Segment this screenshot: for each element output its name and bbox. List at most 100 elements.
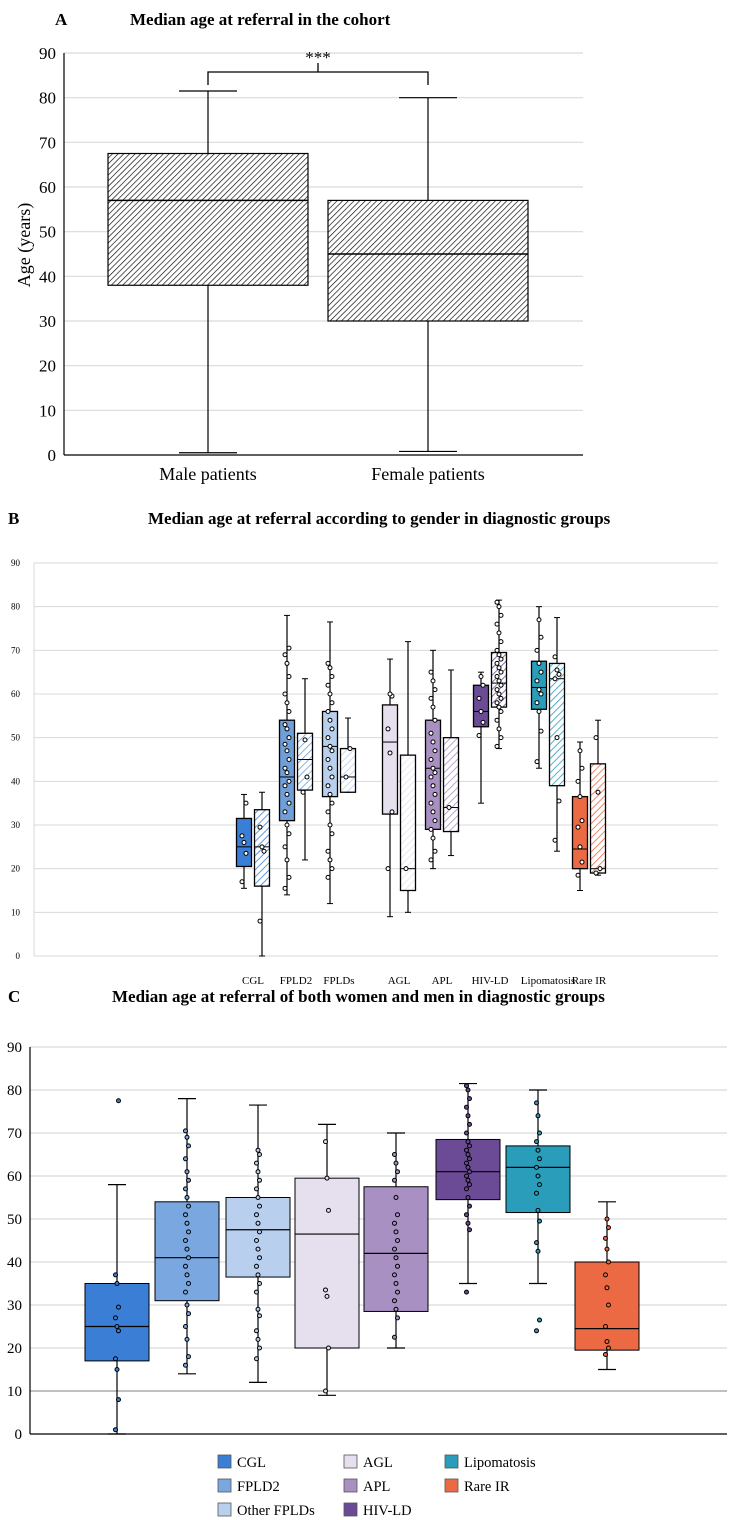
data-point (498, 669, 504, 675)
data-point (327, 743, 333, 749)
data-point (184, 1246, 190, 1252)
data-point (465, 1087, 471, 1093)
box-iqr (442, 737, 460, 833)
data-point (327, 717, 333, 723)
data-point (184, 1336, 190, 1342)
data-point (537, 1317, 542, 1323)
data-point (184, 1195, 190, 1200)
box-iqr (571, 795, 589, 870)
data-point (603, 1272, 608, 1278)
data-point (579, 818, 585, 824)
data-point (579, 765, 585, 771)
data-point (184, 1169, 190, 1175)
data-point (327, 765, 333, 771)
data-point (393, 1281, 399, 1286)
data-point (430, 783, 436, 789)
data-point (498, 656, 504, 662)
data-point (606, 1259, 611, 1265)
data-point (257, 1152, 262, 1157)
y-tick-label-80: 80 (39, 89, 56, 108)
y-tick-label-80: 80 (7, 1083, 22, 1099)
y-tick-label-60: 60 (39, 178, 56, 197)
data-point (257, 824, 263, 830)
data-point (552, 676, 558, 682)
data-point (284, 791, 290, 797)
data-point (552, 837, 558, 843)
y-tick-label-70: 70 (11, 645, 21, 655)
data-point (255, 1272, 261, 1278)
y-tick-label-60: 60 (11, 689, 21, 699)
y-tick-label-50: 50 (7, 1212, 22, 1228)
data-point (186, 1354, 191, 1360)
legend-swatch (444, 1454, 459, 1469)
significance-bracket (207, 63, 429, 85)
data-point (465, 1152, 471, 1157)
data-point (496, 691, 502, 697)
data-point (325, 735, 331, 741)
data-point (257, 1177, 262, 1183)
data-point (282, 652, 288, 658)
legend-label: FPLD2 (237, 1479, 280, 1495)
panel-c-title: Median age at referral of both women and… (112, 987, 605, 1006)
y-tick-label-10: 10 (11, 907, 21, 917)
data-point (428, 800, 434, 806)
data-point (304, 774, 310, 780)
data-point (603, 1235, 608, 1241)
box-pair-fpld2 (278, 614, 314, 896)
box-solid (424, 649, 442, 870)
data-point (326, 1345, 331, 1351)
data-point (387, 750, 393, 756)
legend-item-lipomatosis: Lipomatosis (444, 1454, 536, 1471)
legend-label: Rare IR (464, 1479, 510, 1495)
data-point (604, 1285, 610, 1291)
data-point (183, 1186, 188, 1192)
legend-label: CGL (237, 1455, 266, 1471)
y-tick-label-30: 30 (11, 820, 21, 830)
data-point (446, 805, 452, 811)
data-point (537, 1130, 542, 1136)
box-hatched (548, 617, 566, 852)
data-point (257, 1313, 262, 1319)
data-point (432, 748, 438, 754)
data-point (286, 831, 292, 837)
data-point (537, 1182, 542, 1188)
data-point (606, 1302, 611, 1308)
data-point (392, 1246, 397, 1252)
data-point (393, 1195, 399, 1200)
panel-c: C Median age at referral of both women a… (7, 987, 727, 1519)
data-point (496, 726, 502, 732)
data-point (284, 726, 290, 732)
box-pair-rare-ir (571, 719, 607, 891)
box-iqr (472, 684, 490, 728)
data-point (575, 824, 581, 830)
y-tick-label-90: 90 (11, 558, 21, 568)
data-point (534, 1190, 539, 1196)
data-point (114, 1281, 120, 1286)
data-point (496, 604, 502, 610)
data-point (430, 704, 436, 710)
box-apl (363, 1132, 429, 1349)
data-point (534, 1100, 539, 1106)
x-tick-label-fpld2: FPLD2 (280, 975, 312, 987)
box-iqr (321, 710, 339, 798)
data-point (534, 678, 540, 684)
data-point (494, 674, 500, 680)
data-point (536, 617, 542, 623)
y-tick-label-90: 90 (39, 44, 56, 63)
data-point (464, 1212, 469, 1218)
x-tick-label-female-patients: Female patients (371, 464, 484, 484)
x-tick-label-agl: AGL (388, 975, 411, 987)
y-tick-label-50: 50 (11, 733, 21, 743)
data-point (284, 748, 290, 754)
data-point (534, 647, 540, 653)
panel-b-letter: B (8, 509, 19, 528)
data-point (116, 1098, 121, 1104)
data-point (476, 732, 482, 738)
data-point (467, 1156, 472, 1162)
data-point (538, 669, 544, 675)
data-point (254, 1356, 259, 1362)
box-iqr (339, 747, 357, 793)
data-point (257, 1255, 262, 1261)
data-point (496, 665, 502, 671)
